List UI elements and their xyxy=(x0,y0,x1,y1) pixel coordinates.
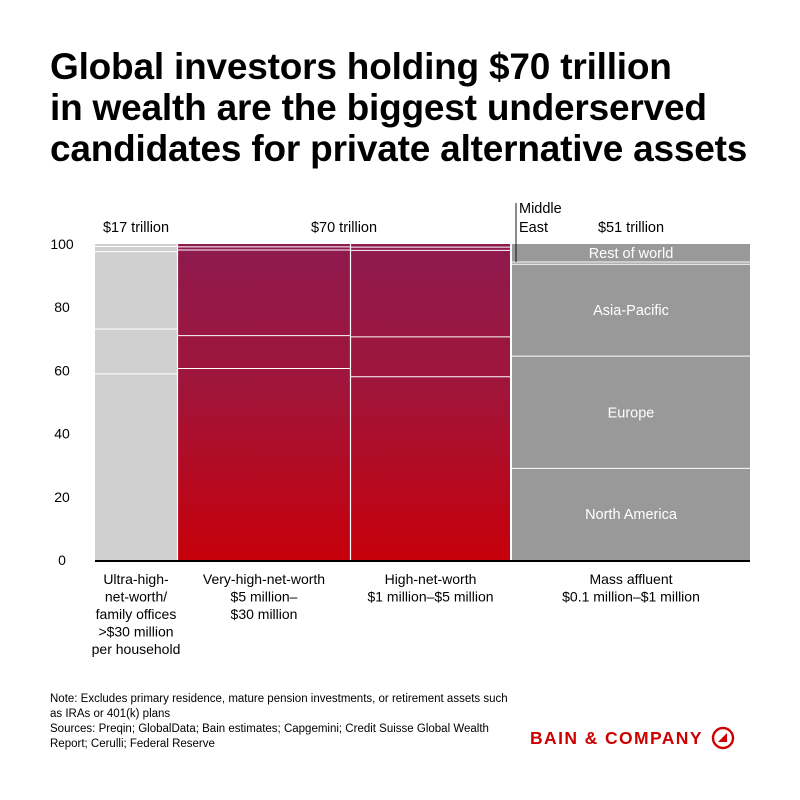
x-label-ultra-1: net-worth/ xyxy=(105,589,167,605)
bain-logo-icon xyxy=(711,726,735,750)
total-label-0: $17 trillion xyxy=(103,220,169,236)
segment-label-europe: Europe xyxy=(608,405,655,421)
x-label-mass-affluent-1: $0.1 million–$1 million xyxy=(562,589,700,605)
column-very-high xyxy=(178,244,350,560)
title-line-2: in wealth are the biggest underserved xyxy=(50,87,707,128)
marimekko-chart: 0 20 40 60 80 100 Ultra-high-net-worth/family … xyxy=(50,201,750,657)
column-high xyxy=(351,244,510,560)
y-tick-label-0: 0 xyxy=(58,552,66,568)
annotation-middle-east-line-2: East xyxy=(519,220,548,236)
y-tick-label-20: 20 xyxy=(54,489,70,505)
x-label-very-high-2: $30 million xyxy=(231,606,298,622)
sources-text: Sources: Preqin; GlobalData; Bain estima… xyxy=(50,723,489,750)
brand-name: BAIN & COMPANY xyxy=(530,727,703,748)
title-line-1: Global investors holding $70 trillion xyxy=(50,46,672,87)
y-tick-label-80: 80 xyxy=(54,299,70,315)
segment-label-rest-of-world: Rest of world xyxy=(589,246,674,262)
x-label-very-high-1: $5 million– xyxy=(231,589,298,605)
chart-title: Global investors holding $70 trillion in… xyxy=(50,46,770,169)
x-label-mass-affluent-0: Mass affluent xyxy=(589,571,672,587)
x-label-ultra-4: per household xyxy=(92,641,181,657)
segment-label-north-america: North America xyxy=(585,507,678,523)
x-label-high-0: High-net-worth xyxy=(385,571,477,587)
brand-logo-block: BAIN & COMPANY xyxy=(530,726,735,750)
x-label-high-1: $1 million–$5 million xyxy=(367,589,493,605)
x-label-very-high-0: Very-high-net-worth xyxy=(203,571,325,587)
x-label-ultra-3: >$30 million xyxy=(98,624,173,640)
x-label-ultra-2: family offices xyxy=(96,606,177,622)
note-text: Note: Excludes primary residence, mature… xyxy=(50,693,508,720)
total-label-2: $51 trillion xyxy=(598,220,664,236)
annotation-middle-east-line-1: Middle xyxy=(519,201,562,217)
title-line-3: candidates for private alternative asset… xyxy=(50,128,748,169)
y-tick-label-60: 60 xyxy=(54,362,70,378)
total-label-1: $70 trillion xyxy=(311,220,377,236)
y-tick-label-100: 100 xyxy=(50,236,74,252)
y-tick-label-40: 40 xyxy=(54,426,70,442)
column-ultra xyxy=(95,244,177,560)
segment-label-asia-pacific: Asia-Pacific xyxy=(593,303,669,319)
footnotes: Note: Excludes primary residence, mature… xyxy=(50,692,520,752)
x-label-ultra-0: Ultra-high- xyxy=(103,571,169,587)
column-mass-affluent xyxy=(512,244,750,560)
